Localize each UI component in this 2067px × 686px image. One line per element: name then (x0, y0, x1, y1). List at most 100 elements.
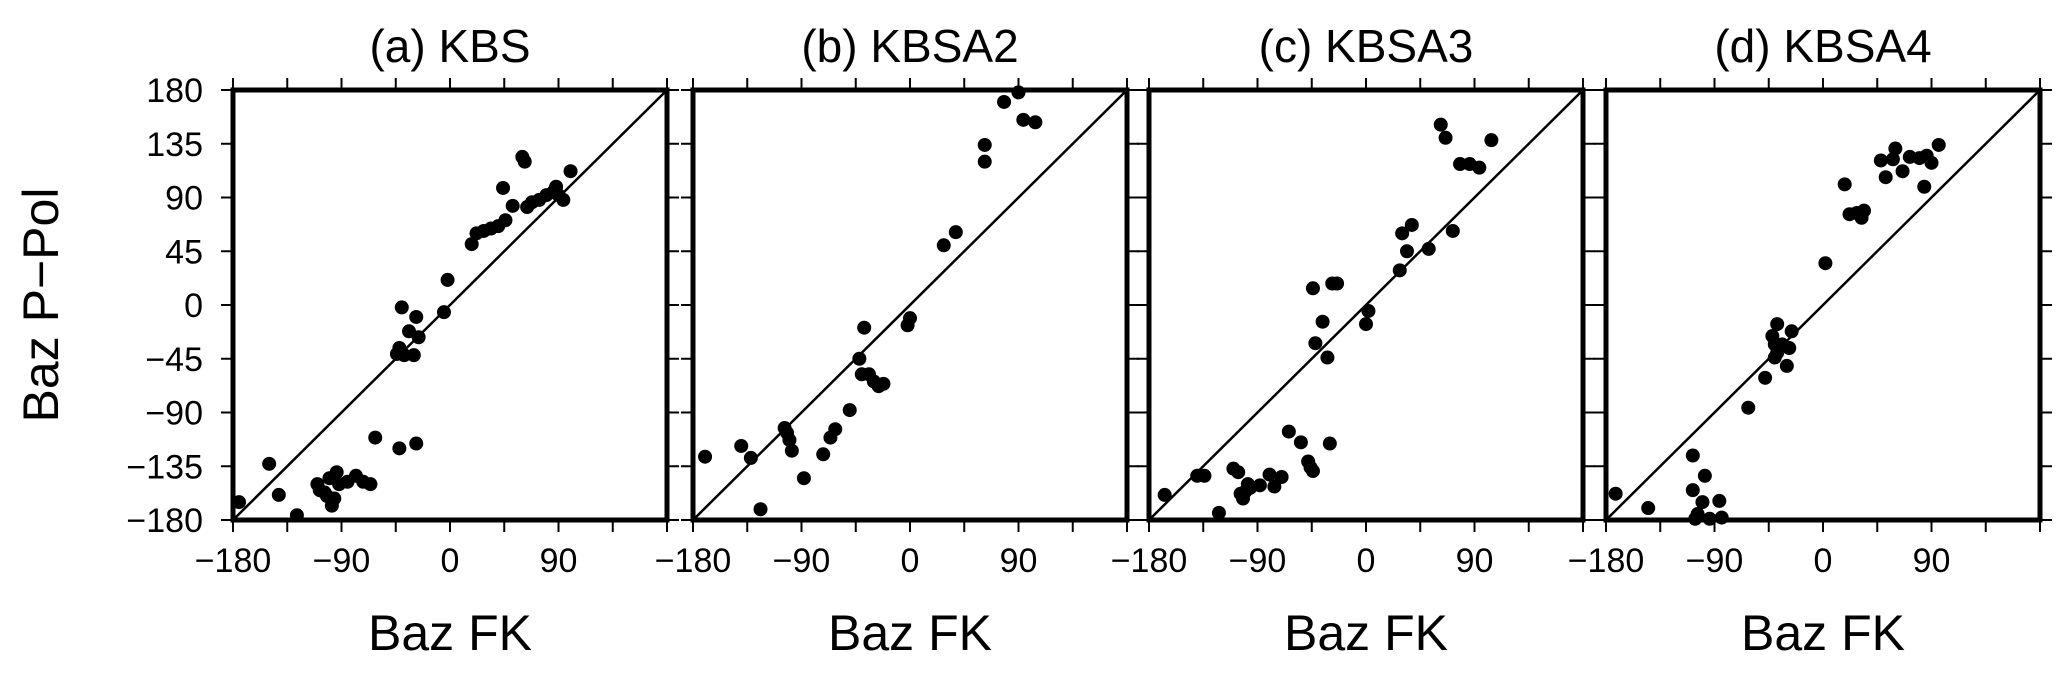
data-point (1779, 358, 1794, 373)
x-tick-label: −90 (313, 542, 371, 580)
y-tick-label: −180 (126, 502, 203, 540)
y-tick-label: 45 (165, 233, 203, 271)
data-point (977, 154, 992, 169)
data-point (816, 447, 831, 462)
data-points (232, 149, 578, 523)
data-point (498, 213, 513, 228)
data-point (842, 403, 857, 418)
panel-title: (b) KBSA2 (801, 20, 1018, 72)
data-point (1895, 164, 1910, 179)
data-point (1438, 130, 1453, 145)
data-point (505, 198, 520, 213)
data-point (1445, 223, 1460, 238)
data-point (1262, 467, 1277, 482)
data-point (496, 180, 511, 195)
data-point (409, 309, 424, 324)
data-point (1782, 341, 1797, 355)
data-points (1157, 117, 1499, 520)
data-point (1395, 226, 1410, 241)
data-point (1685, 483, 1700, 498)
identity-line (1605, 89, 2041, 521)
data-point (1608, 486, 1623, 501)
data-point (1305, 281, 1320, 296)
x-tick-label: −180 (655, 542, 732, 580)
data-point (1421, 241, 1436, 256)
data-point (1484, 133, 1499, 148)
y-tick-label: 180 (146, 72, 203, 110)
data-point (1917, 179, 1932, 194)
data-point (852, 351, 867, 366)
data-point (1641, 501, 1656, 516)
data-point (440, 272, 455, 287)
panel-title: (d) KBSA4 (1714, 20, 1931, 72)
x-tick-label: −180 (1111, 542, 1188, 580)
x-tick-label: 0 (1814, 542, 1833, 580)
data-point (1873, 153, 1888, 168)
data-point (734, 438, 749, 453)
data-point (743, 450, 758, 465)
x-axis-label: Baz FK (1741, 605, 1905, 661)
x-tick-label: −90 (1229, 542, 1287, 580)
data-point (828, 422, 843, 437)
data-point (1924, 155, 1939, 170)
data-point (397, 348, 412, 363)
data-point (406, 348, 421, 363)
data-point (232, 495, 247, 510)
data-point (900, 318, 915, 333)
data-point (1267, 479, 1282, 494)
data-point (977, 137, 992, 152)
data-point (262, 456, 277, 471)
data-point (1770, 317, 1785, 332)
panel-title: (c) KBSA3 (1259, 20, 1474, 72)
data-point (876, 376, 891, 391)
data-point (436, 305, 451, 320)
y-tick-label: −135 (126, 448, 203, 486)
x-tick-label: −180 (195, 542, 272, 580)
data-point (1392, 263, 1407, 278)
data-point (1274, 470, 1289, 484)
data-point (1888, 141, 1903, 156)
data-point (936, 238, 951, 253)
x-tick-label: 90 (1000, 542, 1038, 580)
data-point (1685, 448, 1700, 463)
data-point (368, 430, 383, 445)
data-point (1878, 170, 1893, 185)
y-tick-label: 135 (146, 126, 203, 164)
data-point (1359, 317, 1373, 332)
data-point (997, 94, 1012, 109)
identity-line (232, 89, 668, 521)
data-point (1758, 370, 1773, 385)
data-point (556, 192, 571, 207)
x-tick-label: 0 (1357, 542, 1376, 580)
data-point (1281, 424, 1296, 439)
x-axis-label: Baz FK (368, 605, 532, 661)
x-axis-label: Baz FK (828, 605, 992, 661)
data-point (1697, 468, 1712, 483)
data-point (1315, 314, 1330, 329)
data-point (1011, 85, 1026, 100)
data-point (1712, 493, 1727, 508)
x-tick-label: 90 (540, 542, 578, 580)
data-point (1211, 505, 1226, 520)
data-point (1433, 117, 1448, 132)
identity-line (692, 89, 1128, 521)
data-point (1399, 244, 1414, 259)
x-tick-label: −90 (1686, 542, 1744, 580)
data-point (1818, 256, 1833, 271)
x-tick-label: 0 (441, 542, 460, 580)
data-point (1695, 495, 1710, 510)
data-point (698, 449, 713, 464)
data-point (394, 300, 409, 315)
data-point (1330, 276, 1345, 291)
data-point (1837, 177, 1852, 192)
tick-marks (221, 78, 679, 532)
data-point (1322, 436, 1337, 451)
x-tick-label: −180 (1568, 542, 1645, 580)
data-point (1404, 217, 1419, 232)
data-point (289, 508, 304, 523)
data-point (1690, 507, 1705, 522)
